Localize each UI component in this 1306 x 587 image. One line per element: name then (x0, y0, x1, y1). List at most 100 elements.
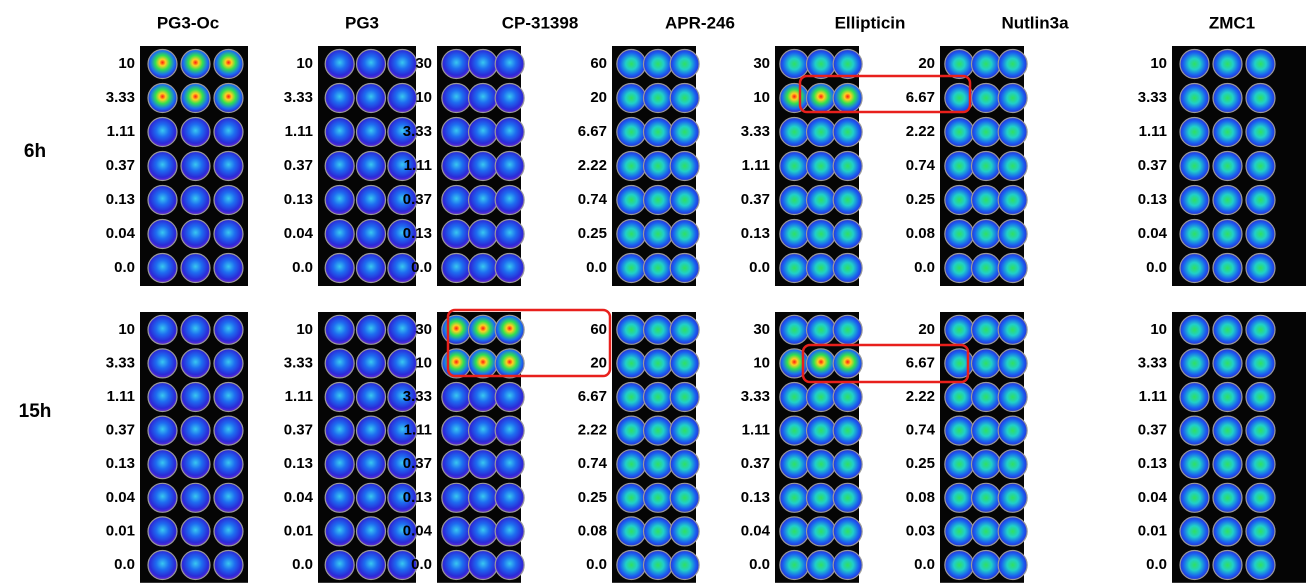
well (832, 184, 863, 216)
concentration-label: 0.0 (586, 259, 607, 276)
well (944, 415, 975, 446)
concentration-label: 0.13 (1138, 455, 1167, 472)
well (1212, 348, 1243, 379)
well (180, 516, 211, 547)
well-panel (1172, 312, 1306, 583)
concentration-label: 2.22 (578, 157, 607, 174)
well (616, 381, 647, 413)
concentration-label: 6.67 (578, 123, 607, 140)
well (1179, 116, 1210, 148)
well (616, 348, 647, 379)
well (1212, 516, 1243, 547)
well (669, 116, 700, 148)
concentration-label: 3.33 (403, 123, 432, 140)
well (1245, 449, 1276, 480)
well (832, 82, 863, 114)
well (355, 82, 387, 114)
well (1212, 116, 1243, 148)
well (805, 516, 837, 547)
well (467, 449, 499, 480)
well (832, 150, 863, 182)
well-panel (437, 46, 525, 286)
well (180, 381, 211, 413)
concentration-label: 0.13 (403, 489, 432, 506)
well (355, 252, 387, 284)
concentration-label: 1.11 (404, 422, 432, 439)
well (441, 415, 472, 446)
well (387, 184, 418, 216)
well (997, 314, 1028, 345)
well (642, 381, 674, 413)
well (616, 516, 647, 547)
concentration-label: 1.11 (1139, 123, 1167, 140)
well (779, 218, 810, 250)
well (467, 48, 499, 80)
well (324, 314, 355, 345)
well (779, 116, 810, 148)
well (467, 116, 499, 148)
well (1179, 482, 1210, 513)
well (1179, 415, 1210, 446)
well (180, 116, 211, 148)
well (213, 184, 244, 216)
well (441, 252, 472, 284)
well (805, 314, 837, 345)
concentration-label: 0.0 (292, 556, 313, 573)
well (147, 314, 178, 345)
concentration-label: 0.13 (741, 225, 770, 242)
well (944, 314, 975, 345)
concentration-label: 0.37 (403, 191, 432, 208)
well (387, 549, 418, 581)
well-panel (940, 46, 1028, 286)
well (213, 82, 244, 114)
well (970, 116, 1002, 148)
well (387, 218, 418, 250)
well (669, 516, 700, 547)
well (997, 449, 1028, 480)
well (832, 516, 863, 547)
well (779, 48, 810, 80)
concentration-label: 3.33 (284, 89, 313, 106)
concentration-label: 10 (415, 354, 432, 371)
well (1212, 314, 1243, 345)
well (147, 415, 178, 446)
well (944, 184, 975, 216)
well (1179, 218, 1210, 250)
concentration-label: 0.0 (114, 259, 135, 276)
well-panel (437, 312, 525, 583)
concentration-label: 1.11 (1139, 388, 1167, 405)
well (213, 449, 244, 480)
well-panel (775, 46, 863, 286)
concentration-label: 20 (590, 354, 607, 371)
well (997, 415, 1028, 446)
well (1212, 449, 1243, 480)
concentration-label: 0.0 (1146, 259, 1167, 276)
well (441, 48, 472, 80)
well (669, 184, 700, 216)
well (355, 415, 387, 446)
well (213, 314, 244, 345)
well (387, 482, 418, 513)
well (642, 449, 674, 480)
concentration-label: 6.67 (578, 388, 607, 405)
concentration-label: 2.22 (578, 422, 607, 439)
well (1179, 381, 1210, 413)
concentration-label: 0.0 (586, 556, 607, 573)
concentration-label: 10 (753, 354, 770, 371)
well (180, 252, 211, 284)
content: 6h 15h PG3-Oc 10 3.33 1.11 0.37 0.13 0.04 0.0 10 3.… (19, 13, 1306, 583)
concentration-label: 0.08 (906, 489, 935, 506)
well (355, 150, 387, 182)
well (1245, 48, 1276, 80)
well (779, 184, 810, 216)
well (944, 381, 975, 413)
well (1245, 184, 1276, 216)
concentration-label: 1.11 (107, 123, 135, 140)
well (147, 82, 178, 114)
well (324, 82, 355, 114)
well (467, 184, 499, 216)
concentration-label: 10 (1150, 55, 1167, 72)
well (387, 516, 418, 547)
well (832, 48, 863, 80)
